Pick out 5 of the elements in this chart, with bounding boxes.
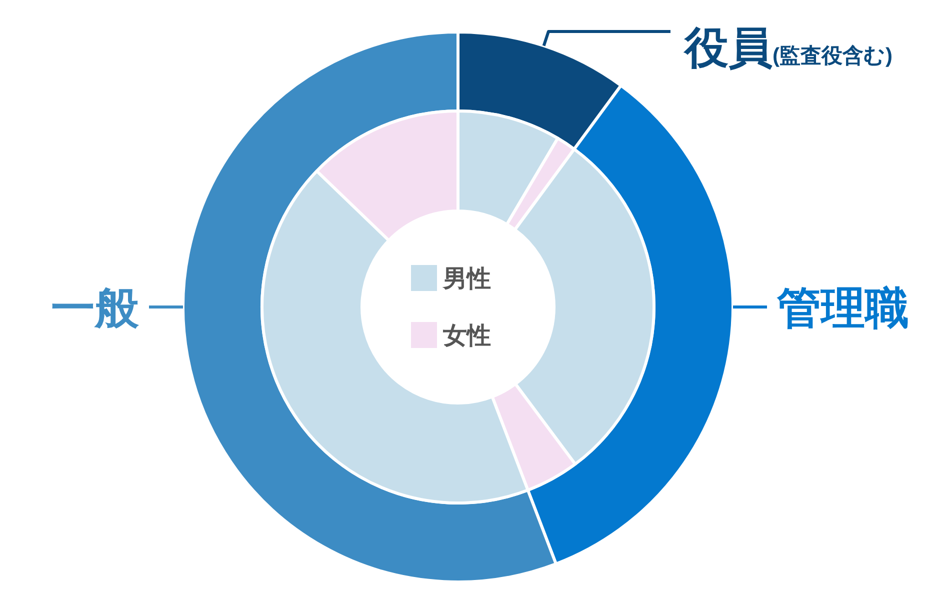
slice-label: 管理職 xyxy=(777,284,909,333)
legend-label: 女性 xyxy=(443,322,491,350)
legend-label: 男性 xyxy=(443,266,491,293)
slice-label: 役員(監査役含む) xyxy=(684,23,892,72)
slice-label: 一般 xyxy=(51,284,139,333)
